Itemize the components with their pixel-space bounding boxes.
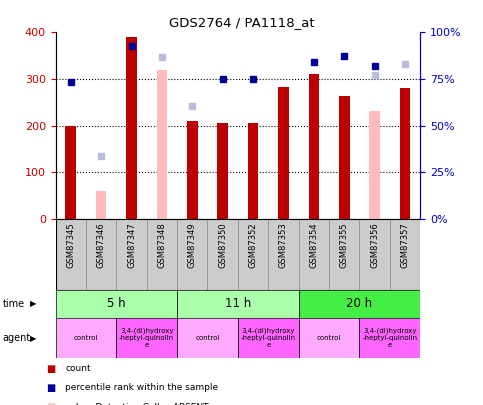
- Bar: [56, 290, 177, 318]
- Bar: [309, 75, 319, 219]
- Text: 3,4-(di)hydroxy
-heptyl-quinolin
e: 3,4-(di)hydroxy -heptyl-quinolin e: [119, 328, 174, 348]
- Text: GDS2764 / PA1118_at: GDS2764 / PA1118_at: [169, 16, 314, 29]
- Bar: [217, 123, 228, 219]
- FancyBboxPatch shape: [177, 219, 208, 290]
- Bar: [369, 111, 380, 219]
- FancyBboxPatch shape: [390, 219, 420, 290]
- Bar: [298, 290, 420, 318]
- Bar: [298, 318, 359, 358]
- Text: count: count: [65, 364, 91, 373]
- Text: control: control: [195, 335, 220, 341]
- FancyBboxPatch shape: [359, 219, 390, 290]
- Bar: [359, 318, 420, 358]
- Bar: [56, 318, 116, 358]
- Text: ■: ■: [46, 383, 55, 393]
- Text: GSM87353: GSM87353: [279, 222, 288, 268]
- Bar: [126, 37, 137, 219]
- FancyBboxPatch shape: [298, 219, 329, 290]
- Text: value, Detection Call = ABSENT: value, Detection Call = ABSENT: [65, 403, 209, 405]
- FancyBboxPatch shape: [238, 219, 268, 290]
- Bar: [177, 290, 298, 318]
- Text: GSM87350: GSM87350: [218, 222, 227, 268]
- Text: GSM87355: GSM87355: [340, 222, 349, 268]
- Text: 3,4-(di)hydroxy
-heptyl-quinolin
e: 3,4-(di)hydroxy -heptyl-quinolin e: [241, 328, 296, 348]
- Text: time: time: [2, 299, 25, 309]
- Bar: [96, 191, 106, 219]
- Text: GSM87349: GSM87349: [188, 222, 197, 268]
- Bar: [248, 123, 258, 219]
- FancyBboxPatch shape: [147, 219, 177, 290]
- Text: control: control: [317, 335, 341, 341]
- Bar: [187, 121, 198, 219]
- FancyBboxPatch shape: [86, 219, 116, 290]
- Text: control: control: [74, 335, 98, 341]
- Bar: [339, 96, 350, 219]
- Bar: [238, 318, 298, 358]
- FancyBboxPatch shape: [329, 219, 359, 290]
- Text: ■: ■: [46, 403, 55, 405]
- Text: GSM87348: GSM87348: [157, 222, 167, 268]
- Text: ▶: ▶: [30, 334, 37, 343]
- Bar: [116, 318, 177, 358]
- Text: GSM87356: GSM87356: [370, 222, 379, 268]
- Text: percentile rank within the sample: percentile rank within the sample: [65, 384, 218, 392]
- FancyBboxPatch shape: [56, 219, 86, 290]
- Text: GSM87346: GSM87346: [97, 222, 106, 268]
- Bar: [400, 88, 411, 219]
- FancyBboxPatch shape: [116, 219, 147, 290]
- Text: GSM87352: GSM87352: [249, 222, 257, 268]
- Text: 5 h: 5 h: [107, 297, 126, 310]
- Bar: [65, 126, 76, 219]
- Text: GSM87345: GSM87345: [66, 222, 75, 268]
- Text: ■: ■: [46, 364, 55, 373]
- Text: GSM87354: GSM87354: [309, 222, 318, 268]
- FancyBboxPatch shape: [208, 219, 238, 290]
- Bar: [177, 318, 238, 358]
- Bar: [187, 149, 198, 219]
- Text: 11 h: 11 h: [225, 297, 251, 310]
- Bar: [278, 87, 289, 219]
- Text: agent: agent: [2, 333, 30, 343]
- Text: ▶: ▶: [30, 299, 37, 308]
- Text: 20 h: 20 h: [346, 297, 372, 310]
- Text: GSM87357: GSM87357: [400, 222, 410, 268]
- Text: GSM87347: GSM87347: [127, 222, 136, 268]
- FancyBboxPatch shape: [268, 219, 298, 290]
- Text: 3,4-(di)hydroxy
-heptyl-quinolin
e: 3,4-(di)hydroxy -heptyl-quinolin e: [362, 328, 417, 348]
- Bar: [156, 70, 167, 219]
